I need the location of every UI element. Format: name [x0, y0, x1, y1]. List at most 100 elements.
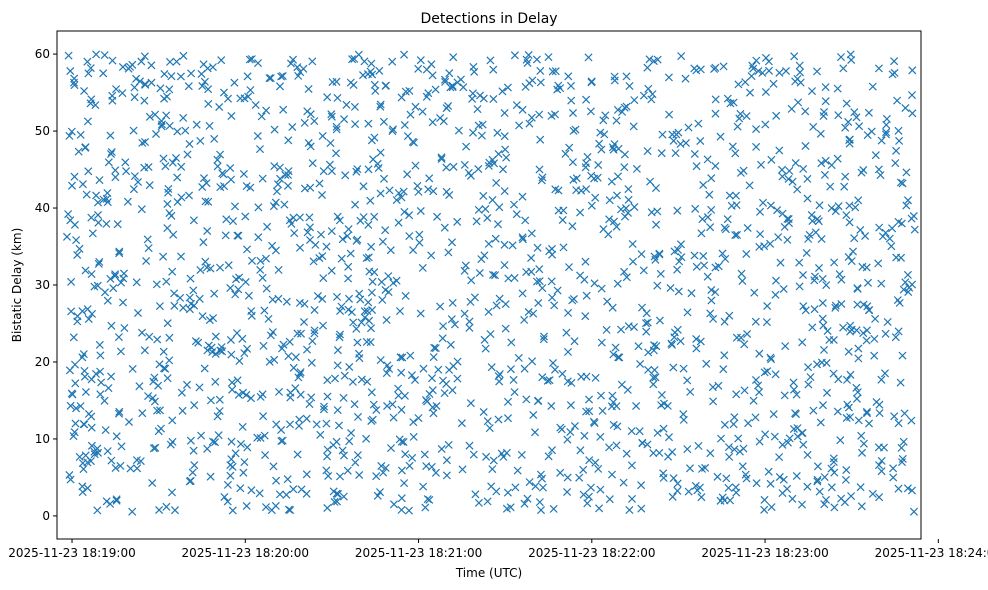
data-point-x-marker	[253, 59, 263, 68]
data-point-x-marker	[210, 438, 220, 447]
data-point-x-marker	[265, 74, 274, 83]
x-tick-label: 2025-11-23 18:19:00	[8, 546, 135, 560]
data-point-x-marker	[81, 451, 90, 460]
data-point-x-marker	[781, 342, 790, 351]
data-point-x-marker	[291, 353, 300, 362]
data-point-x-marker	[302, 414, 311, 423]
data-point-x-marker	[351, 200, 360, 209]
data-point-x-marker	[442, 456, 451, 465]
data-point-x-marker	[608, 391, 617, 400]
data-point-x-marker	[311, 240, 320, 249]
data-point-x-marker	[400, 479, 409, 488]
data-point-x-marker	[584, 492, 593, 501]
data-point-x-marker	[780, 391, 789, 400]
data-point-x-marker	[468, 89, 477, 98]
data-point-x-marker	[228, 378, 237, 387]
data-point-x-marker	[527, 253, 536, 263]
data-point-x-marker	[453, 217, 462, 226]
data-point-x-marker	[88, 229, 97, 238]
data-point-x-marker	[349, 80, 358, 90]
data-point-x-marker	[736, 109, 745, 118]
data-point-x-marker	[367, 416, 376, 426]
data-point-x-marker	[483, 213, 492, 223]
data-point-x-marker	[295, 213, 304, 222]
data-point-x-marker	[319, 274, 328, 283]
data-point-x-marker	[697, 464, 707, 473]
data-point-x-marker	[677, 52, 686, 61]
data-point-x-marker	[819, 321, 828, 330]
data-point-x-marker	[405, 211, 414, 220]
data-point-x-marker	[157, 120, 167, 129]
data-point-x-marker	[881, 130, 891, 139]
data-point-x-marker	[818, 401, 828, 410]
data-point-x-marker	[355, 289, 364, 298]
data-point-x-marker	[907, 486, 917, 495]
data-point-x-marker	[639, 266, 648, 275]
x-tick-label: 2025-11-23 18:20:00	[182, 546, 309, 560]
data-point-x-marker	[113, 220, 122, 229]
data-point-x-marker	[108, 56, 117, 65]
data-point-x-marker	[725, 191, 734, 200]
data-point-x-marker	[271, 246, 280, 255]
data-point-x-marker	[872, 397, 881, 407]
data-point-x-marker	[336, 306, 345, 316]
data-point-x-marker	[110, 271, 120, 281]
data-point-x-marker	[752, 56, 761, 65]
data-point-x-marker	[569, 175, 578, 184]
data-point-x-marker	[742, 249, 751, 259]
data-point-x-marker	[827, 464, 836, 473]
data-point-x-marker	[481, 204, 490, 214]
data-point-x-marker	[338, 235, 347, 244]
data-point-x-marker	[256, 265, 265, 274]
y-tick-label: 30	[35, 278, 50, 292]
data-point-x-marker	[817, 159, 826, 168]
data-point-x-marker	[483, 417, 492, 426]
data-point-x-marker	[643, 318, 652, 327]
data-point-x-marker	[856, 225, 865, 235]
data-point-x-marker	[397, 93, 406, 102]
data-point-x-marker	[116, 278, 126, 287]
data-point-x-marker	[550, 301, 559, 310]
data-point-x-marker	[692, 334, 701, 344]
data-point-x-marker	[501, 145, 510, 154]
data-point-x-marker	[789, 378, 798, 387]
data-point-x-marker	[692, 162, 701, 171]
data-point-x-marker	[532, 55, 541, 64]
data-point-x-marker	[705, 190, 714, 199]
data-point-x-marker	[732, 201, 741, 210]
data-point-x-marker	[743, 329, 752, 339]
data-point-x-marker	[247, 256, 257, 265]
data-point-x-marker	[769, 410, 778, 419]
data-point-x-marker	[536, 66, 545, 75]
data-point-x-marker	[260, 431, 269, 440]
data-point-x-marker	[538, 483, 548, 492]
data-point-x-marker	[370, 133, 379, 142]
data-point-x-marker	[358, 71, 368, 80]
data-point-x-marker	[173, 173, 182, 182]
data-point-x-marker	[693, 486, 702, 495]
data-point-x-marker	[685, 464, 695, 473]
data-point-x-marker	[344, 274, 353, 283]
data-point-x-marker	[376, 189, 385, 198]
data-point-x-marker	[506, 365, 515, 374]
data-point-x-marker	[419, 482, 428, 491]
data-point-x-marker	[729, 98, 738, 107]
data-point-x-marker	[474, 205, 483, 214]
data-point-x-marker	[747, 72, 756, 81]
data-point-x-marker	[655, 250, 664, 259]
data-point-x-marker	[536, 135, 545, 144]
data-point-x-marker	[492, 301, 501, 310]
data-point-x-marker	[459, 83, 468, 92]
data-point-x-marker	[95, 257, 104, 266]
data-point-x-marker	[400, 120, 409, 130]
data-point-x-marker	[203, 444, 212, 453]
data-point-x-marker	[589, 417, 598, 426]
data-point-x-marker	[649, 373, 658, 382]
data-point-x-marker	[255, 489, 264, 498]
data-point-x-marker	[816, 418, 825, 427]
data-point-x-marker	[863, 278, 873, 287]
data-point-x-marker	[868, 82, 877, 91]
data-point-x-marker	[493, 220, 503, 229]
data-point-x-marker	[384, 272, 393, 281]
data-point-x-marker	[73, 250, 82, 260]
